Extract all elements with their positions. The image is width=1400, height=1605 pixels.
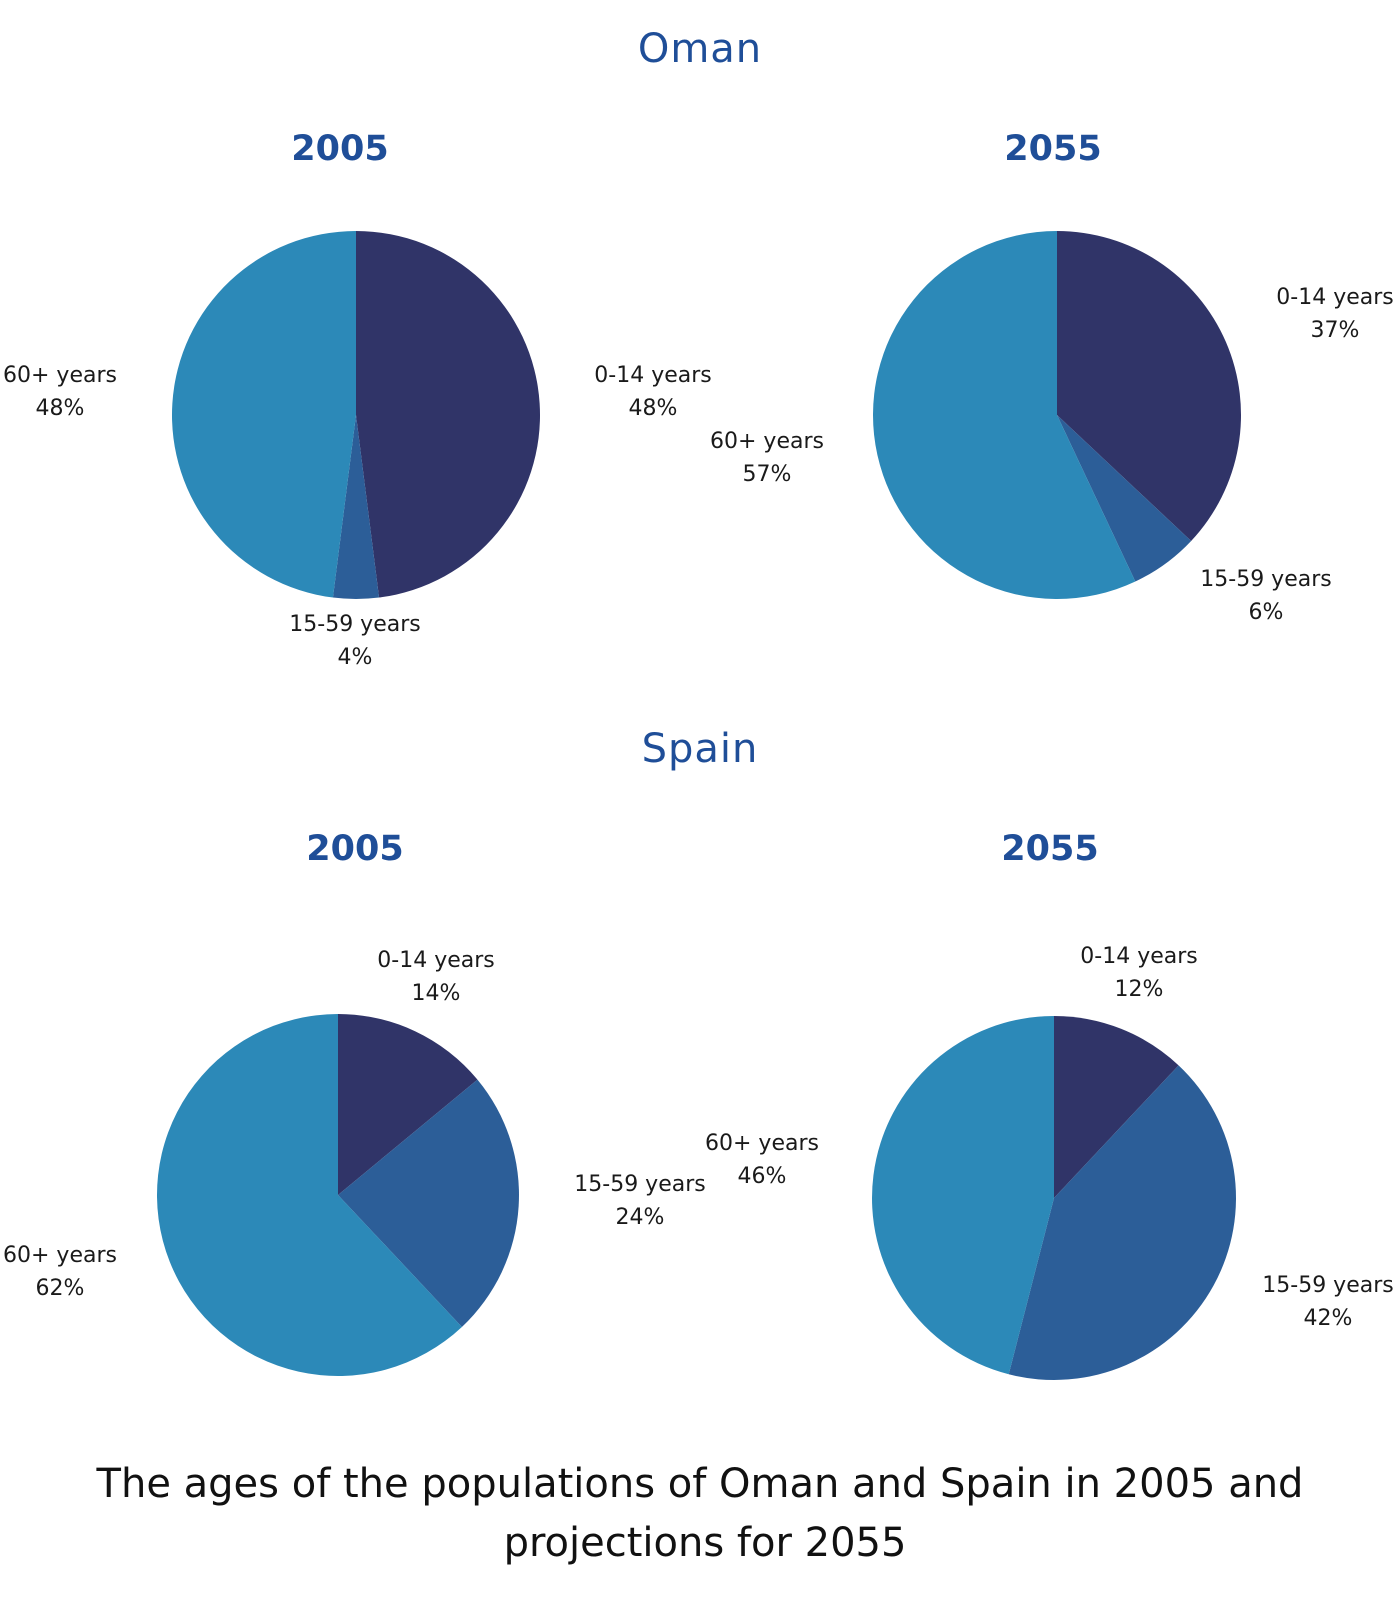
pie-slice-spain-2055-age-0-14	[1054, 1016, 1179, 1198]
slice-label-spain-2055-age-0-14: 0-14 years	[1080, 944, 1197, 969]
pie-charts: 0-14 years 48% 15-59 years 4% 60+ years 48% 0-…	[3, 230, 1394, 1380]
pie-slice-oman-2005-age-15-59	[332, 415, 380, 600]
slice-label-oman-2055-age-0-14: 0-14 years	[1276, 285, 1393, 310]
slice-value-oman-2055-age-15-59: 6%	[1249, 600, 1284, 625]
chart-caption-line-1: The ages of the populations of Oman and …	[96, 1461, 1304, 1507]
slice-value-spain-2005-age-0-14: 14%	[412, 981, 461, 1006]
year-title-spain-2055: 2055	[1001, 829, 1098, 869]
pie-slice-oman-2055-age-0-14	[1057, 230, 1242, 541]
country-title-spain: Spain	[642, 726, 759, 772]
pie-slice-spain-2005-age-0-14	[338, 1014, 478, 1195]
slice-value-oman-2005-age-0-14: 48%	[629, 396, 678, 421]
year-title-spain-2005: 2005	[306, 829, 403, 869]
year-title-oman-2055: 2055	[1004, 129, 1101, 169]
slice-label-spain-2005-age-0-14: 0-14 years	[377, 948, 494, 973]
slice-label-spain-2005-age-15-59: 15-59 years	[574, 1172, 705, 1197]
slice-value-spain-2055-age-0-14: 12%	[1115, 977, 1164, 1002]
slice-value-spain-2005-age-15-59: 24%	[616, 1205, 665, 1230]
slice-value-spain-2055-age-60-plus: 46%	[738, 1164, 787, 1189]
slice-value-oman-2005-age-15-59: 4%	[338, 645, 373, 670]
slice-label-oman-2005-age-15-59: 15-59 years	[289, 612, 420, 637]
slice-value-spain-2055-age-15-59: 42%	[1304, 1306, 1353, 1331]
chart-caption-line-2: projections for 2055	[504, 1520, 907, 1566]
pie-slice-spain-2005-age-15-59	[338, 1079, 519, 1327]
country-title-oman: Oman	[638, 26, 762, 72]
slice-label-spain-2005-age-60-plus: 60+ years	[3, 1243, 117, 1268]
pie-slice-oman-2055-age-60-plus	[873, 231, 1136, 600]
slice-value-spain-2005-age-60-plus: 62%	[36, 1276, 85, 1301]
slice-value-oman-2055-age-0-14: 37%	[1311, 318, 1360, 343]
slice-value-oman-2055-age-60-plus: 57%	[743, 462, 792, 487]
slice-label-oman-2005-age-0-14: 0-14 years	[594, 363, 711, 388]
pie-slice-oman-2005-age-0-14	[356, 230, 541, 598]
pie-slice-spain-2055-age-60-plus	[872, 1016, 1054, 1375]
slice-label-oman-2005-age-60-plus: 60+ years	[3, 363, 117, 388]
year-title-oman-2005: 2005	[291, 129, 388, 169]
slice-label-oman-2055-age-60-plus: 60+ years	[710, 429, 824, 454]
pie-slice-oman-2055-age-15-59	[1057, 415, 1192, 582]
pie-slice-oman-2005-age-60-plus	[171, 230, 356, 598]
slice-label-spain-2055-age-60-plus: 60+ years	[705, 1131, 819, 1156]
slice-value-oman-2005-age-60-plus: 48%	[36, 396, 85, 421]
pie-slice-spain-2055-age-15-59	[1008, 1065, 1236, 1380]
slice-label-spain-2055-age-15-59: 15-59 years	[1262, 1273, 1393, 1298]
slice-label-oman-2055-age-15-59: 15-59 years	[1200, 567, 1331, 592]
pie-slice-spain-2005-age-60-plus	[156, 1014, 462, 1376]
